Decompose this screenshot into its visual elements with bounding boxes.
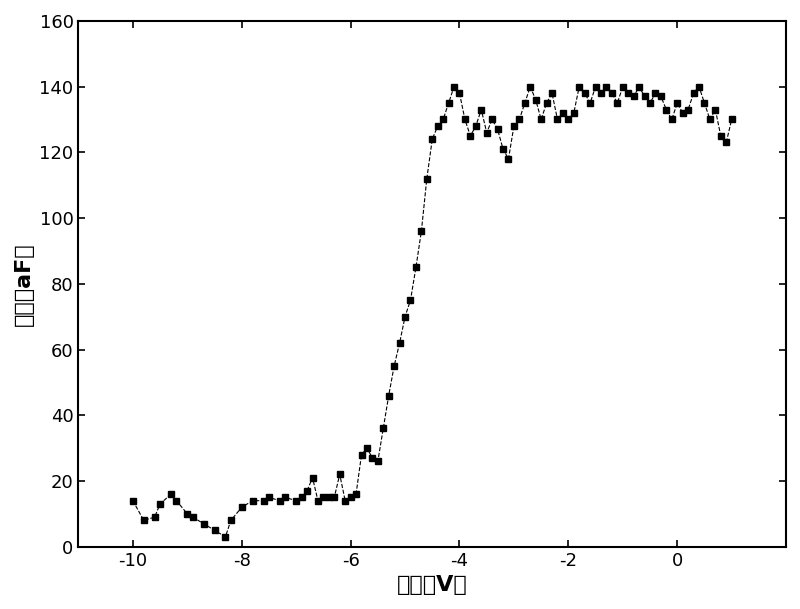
Y-axis label: 电容（aF）: 电容（aF）	[14, 242, 34, 326]
X-axis label: 电压（V）: 电压（V）	[397, 575, 468, 595]
